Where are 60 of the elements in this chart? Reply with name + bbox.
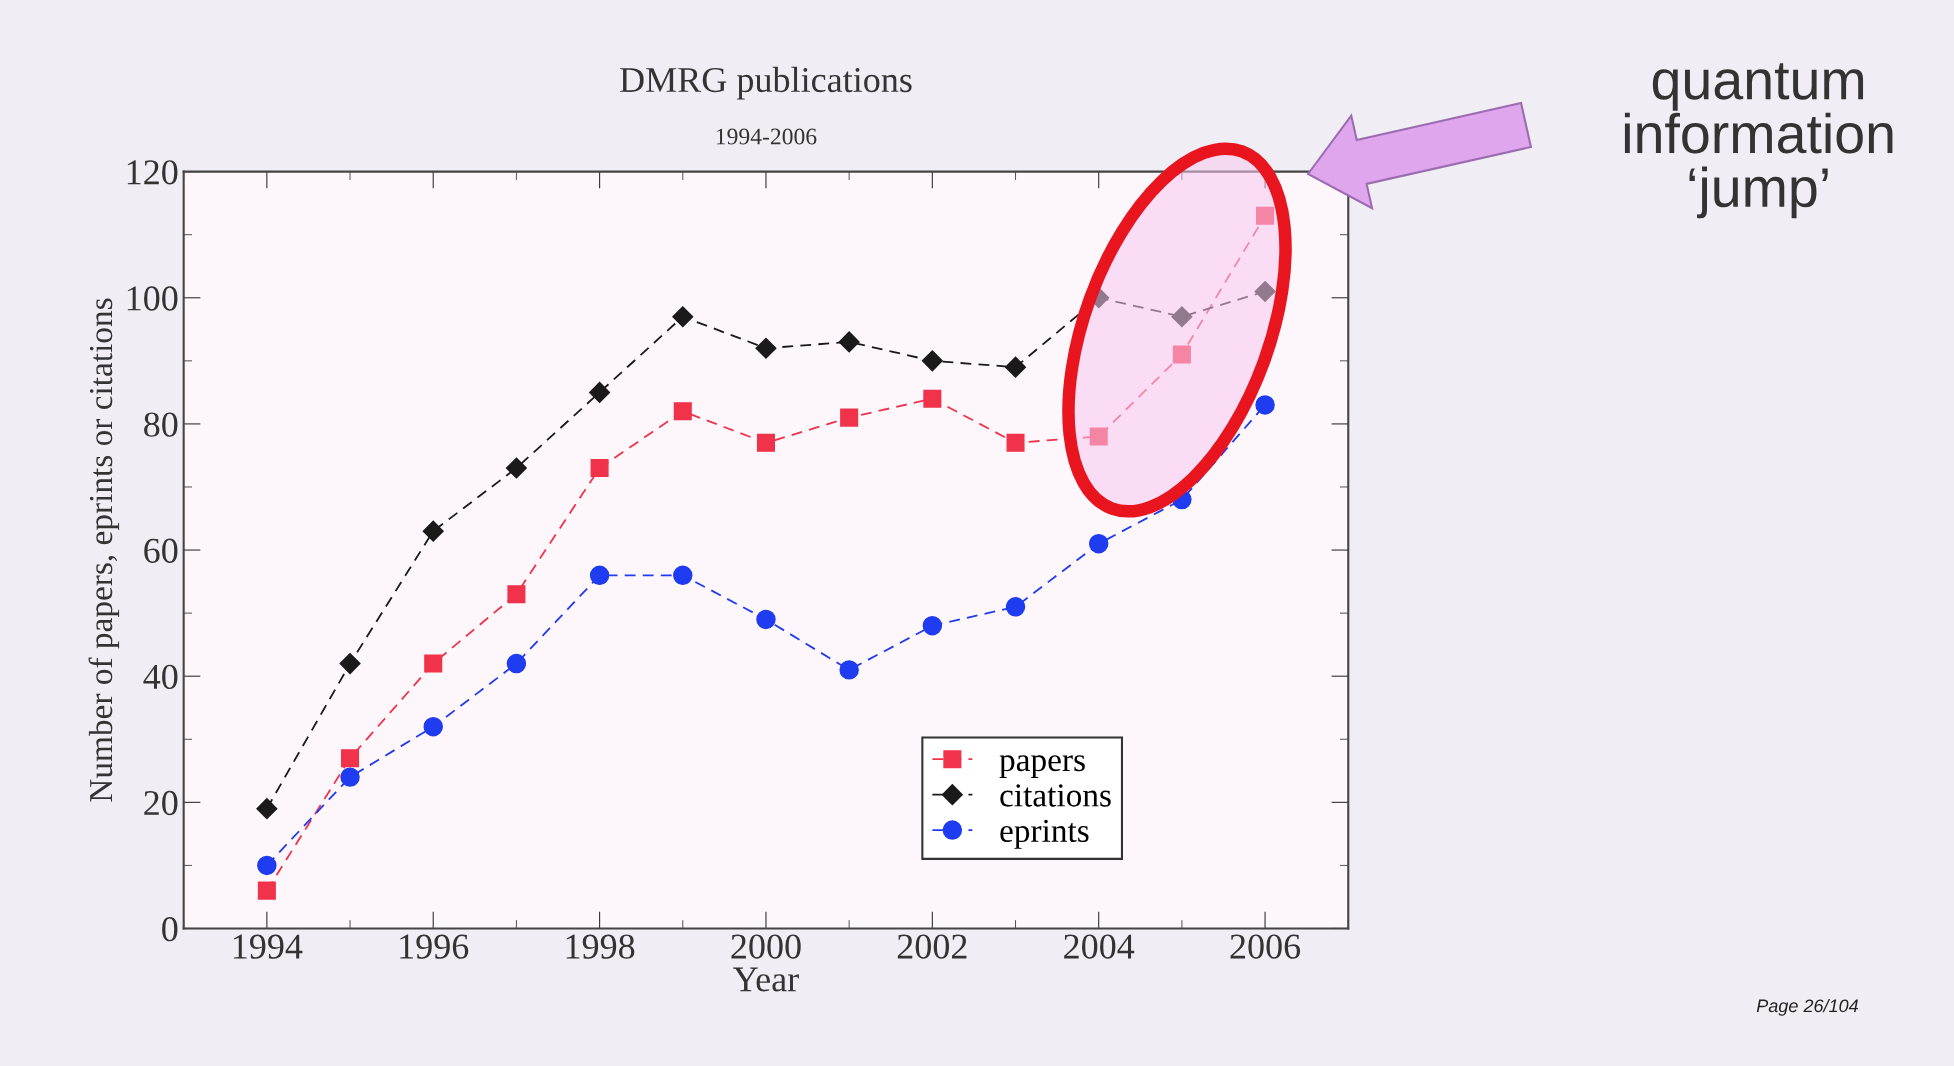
point — [838, 331, 860, 353]
point — [341, 749, 360, 768]
point — [1005, 356, 1027, 378]
point — [1171, 306, 1193, 328]
point — [422, 520, 444, 542]
point — [589, 381, 611, 403]
point — [1005, 597, 1026, 617]
legend-label: papers — [999, 755, 1085, 778]
point — [256, 798, 278, 820]
y-tick-label: 80 — [144, 412, 178, 437]
point — [756, 433, 775, 452]
point — [672, 306, 694, 328]
point — [1256, 206, 1275, 225]
point — [755, 337, 777, 359]
x-tick-label: 2002 — [897, 934, 967, 959]
x-tick-label: 2004 — [1064, 934, 1135, 959]
x-tick-label: 1998 — [566, 934, 635, 959]
text: quantum information ‘jump’ — [1624, 63, 1893, 219]
point — [1006, 433, 1025, 452]
point — [673, 402, 692, 421]
point — [1088, 534, 1109, 554]
y-tick-label: 20 — [144, 790, 178, 816]
y-axis-title: Number of papers, eprints or citations — [88, 298, 120, 802]
point — [673, 565, 693, 586]
point — [424, 654, 443, 673]
point — [257, 881, 276, 900]
point — [756, 609, 776, 630]
y-tick-label: 40 — [143, 664, 178, 690]
point — [589, 565, 610, 586]
x-tick-label: 1994 — [233, 934, 303, 959]
y-tick-label: 100 — [127, 286, 178, 311]
y-tick-label: 0 — [162, 917, 178, 942]
point — [839, 660, 859, 680]
point — [257, 855, 277, 876]
x-tick-label: 2006 — [1230, 934, 1301, 959]
point — [1172, 345, 1191, 364]
point — [923, 389, 942, 408]
chart-subtitle: 1994-2006 — [716, 128, 817, 145]
point — [507, 585, 526, 604]
point — [590, 459, 609, 478]
point — [423, 716, 443, 737]
point — [921, 350, 943, 372]
legend-label: citations — [1000, 784, 1111, 807]
point — [339, 653, 361, 675]
point — [1254, 280, 1276, 302]
text: Page 26/104 — [1756, 998, 1858, 1016]
y-tick-label: 60 — [144, 538, 178, 563]
point — [1255, 395, 1275, 415]
x-tick-label: 1996 — [400, 934, 469, 959]
point — [505, 457, 527, 479]
point — [922, 616, 943, 636]
legend-label: eprints — [1000, 819, 1089, 849]
point — [506, 653, 527, 674]
point — [340, 767, 360, 787]
chart-title: DMRG publications — [620, 66, 912, 100]
y-tick-label: 120 — [127, 160, 178, 185]
x-tick-label: 2000 — [731, 934, 801, 959]
point — [1089, 427, 1108, 446]
x-axis-title: Year — [733, 967, 799, 992]
point — [840, 408, 859, 427]
